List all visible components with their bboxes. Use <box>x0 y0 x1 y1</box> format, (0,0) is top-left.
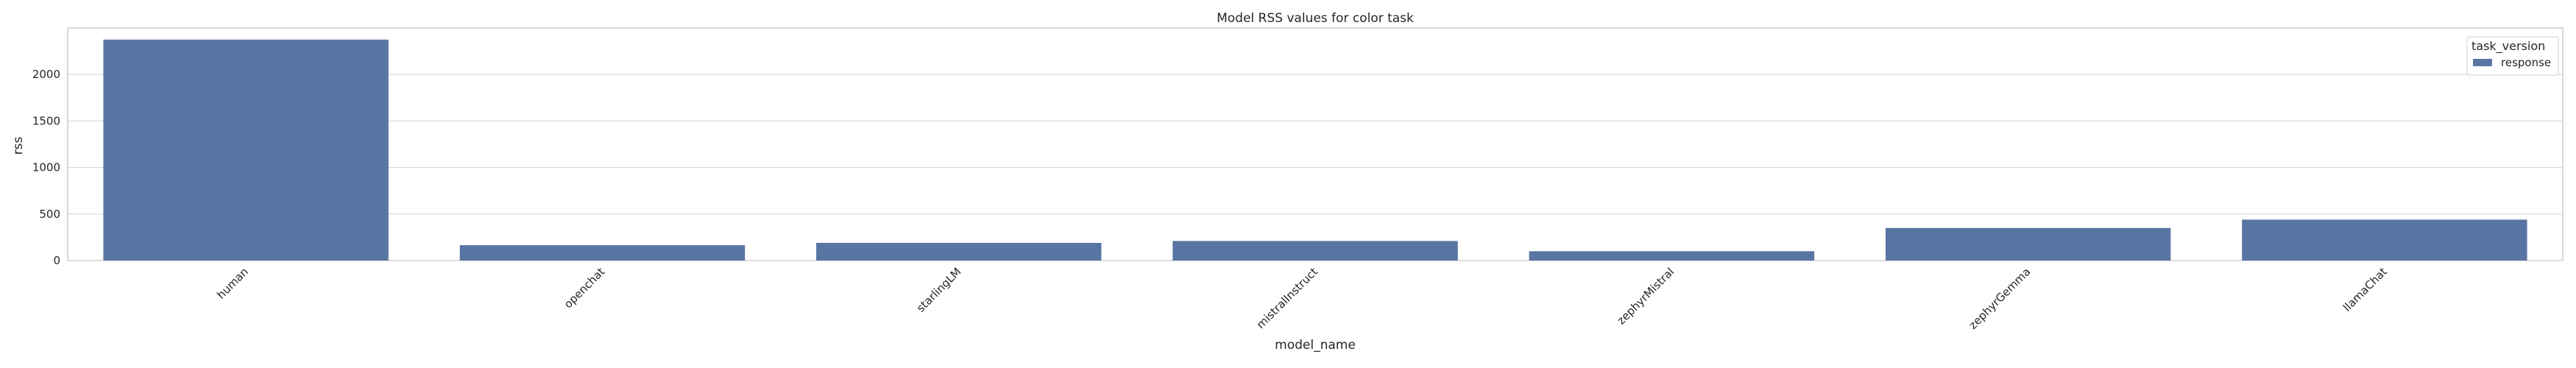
bar-zephyrGemma <box>1885 227 2171 261</box>
legend-swatch <box>2473 59 2492 66</box>
bar-zephyrMistral <box>1529 251 1814 261</box>
legend-title: task_version <box>2471 39 2545 54</box>
plot-frame <box>67 27 2563 261</box>
x-axis-label: model_name <box>1275 338 1356 353</box>
x-tick-label: openchat <box>562 265 607 311</box>
x-ticks: human openchat starlingLM mistralInstruct ze… <box>214 265 2390 332</box>
bar-starlingLM <box>816 242 1102 261</box>
bars <box>103 39 2527 261</box>
bar-mistralInstruct <box>1172 241 1458 261</box>
gridlines <box>68 74 2563 261</box>
y-tick-label: 500 <box>39 208 60 221</box>
bar-human <box>103 39 389 261</box>
y-tick-label: 2000 <box>32 68 60 81</box>
x-tick-label: mistralInstruct <box>1254 265 1320 331</box>
x-tick-label: zephyrGemma <box>1967 265 2034 332</box>
y-tick-label: 1500 <box>32 114 60 127</box>
x-tick-label: human <box>214 265 251 302</box>
y-axis-label: rss <box>11 137 26 155</box>
bar-openchat <box>459 245 746 261</box>
bar-llamaChat <box>2242 219 2527 261</box>
x-tick-label: llamaChat <box>2340 265 2390 314</box>
y-tick-label: 1000 <box>32 161 60 174</box>
x-tick-label: starlingLM <box>914 265 964 315</box>
y-tick-label: 0 <box>53 254 60 267</box>
legend-series-label: response <box>2501 56 2551 69</box>
legend: task_version response <box>2466 36 2559 76</box>
chart-title: Model RSS values for color task <box>1217 11 1414 26</box>
y-ticks: 0 500 1000 1500 2000 <box>32 68 60 267</box>
x-tick-label: zephyrMistral <box>1615 265 1677 328</box>
plot-area: 0 500 1000 1500 2000 human openchat starlingLM… <box>32 27 2563 332</box>
